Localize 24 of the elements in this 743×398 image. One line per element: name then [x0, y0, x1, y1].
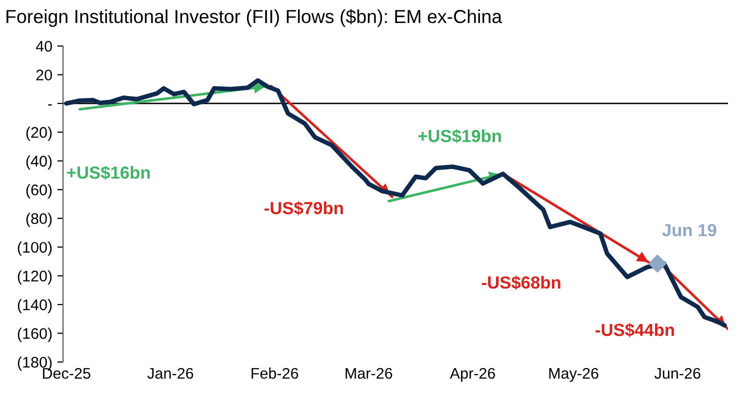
y-tick-label: 20	[36, 70, 52, 80]
annotation: -US$68bn	[482, 276, 560, 290]
y-tick-label: (140)	[18, 299, 52, 314]
x-tick-label: Jan-26	[147, 368, 194, 379]
annotation: +US$19bn	[418, 129, 501, 144]
x-tick-label: Apr-26	[450, 368, 496, 382]
y-tick-label: (60)	[26, 184, 52, 198]
y-tick-label: (80)	[26, 212, 52, 228]
y-tick-label: (160)	[18, 328, 52, 342]
annotation: -US$79bn	[264, 201, 343, 216]
annotation: Jun 19	[662, 224, 716, 236]
annotation: +US$16bn	[67, 166, 150, 180]
y-tick-label: (120)	[18, 270, 52, 285]
annotation: -US$44bn	[596, 323, 674, 338]
y-tick-label: (100)	[18, 242, 52, 256]
x-tick-label: May-26	[549, 368, 598, 382]
x-tick-label: Jun-26	[654, 368, 700, 379]
x-tick-label: Mar-26	[346, 368, 392, 379]
y-tick-label: (20)	[26, 126, 52, 141]
y-tick-label: (40)	[26, 155, 52, 170]
y-tick-label: -	[48, 104, 52, 106]
chart-title: Foreign Institutional Investor (FII) Flows ($bn): EM ex-China	[6, 9, 502, 27]
y-tick-label: 40	[36, 40, 52, 52]
x-tick-label: Feb-26	[252, 368, 298, 379]
